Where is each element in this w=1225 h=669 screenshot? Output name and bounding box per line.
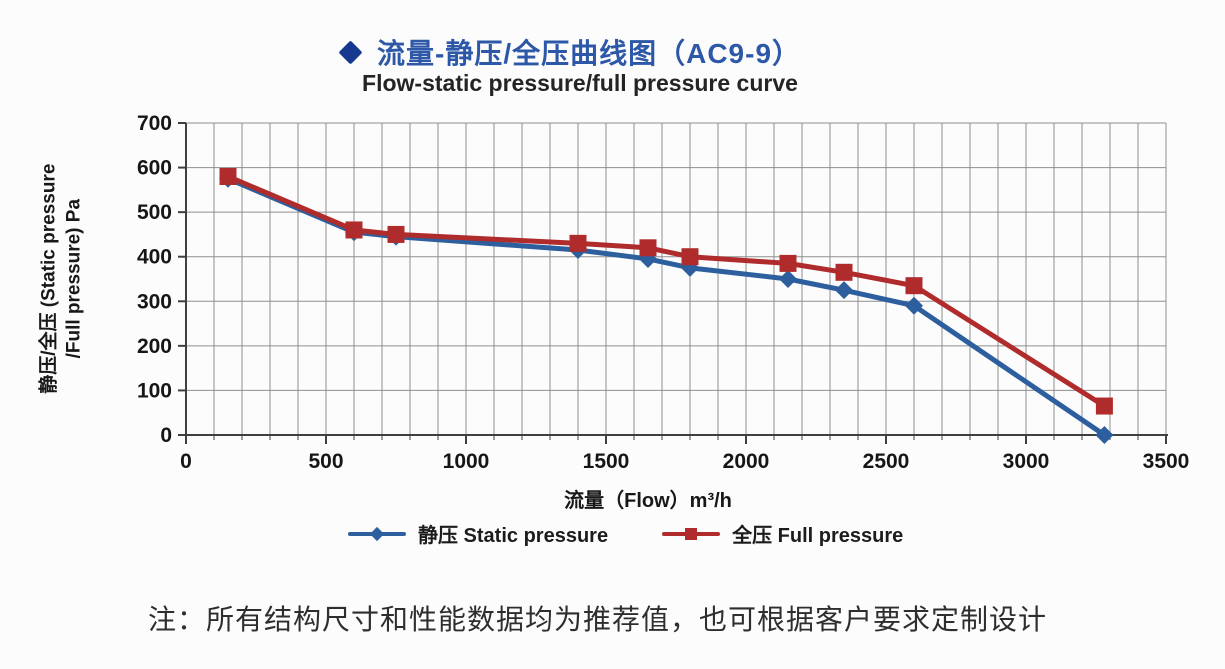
full-pressure-marker (639, 239, 657, 257)
full-pressure-marker (681, 248, 699, 266)
full-pressure-marker (345, 221, 363, 239)
footnote: 注：所有结构尺寸和性能数据均为推荐值，也可根据客户要求定制设计 (148, 604, 1048, 635)
full-pressure-marker (219, 167, 237, 185)
static-pressure-marker (1095, 426, 1114, 444)
x-tick-label: 500 (308, 450, 343, 473)
y-axis-ticks: 0 100 200 300 400 500 600 700 (137, 112, 186, 447)
legend-item-static-pressure: 静压 Static pressure (348, 519, 608, 548)
y-axis-title-line1: 静压/全压 (Static pressure (38, 163, 60, 394)
static-pressure-marker (779, 270, 797, 288)
y-tick-label: 200 (137, 335, 172, 358)
x-axis-ticks: 0 500 1000 1500 2000 2500 3000 3500 (180, 435, 1189, 473)
x-tick-label: 0 (180, 450, 192, 473)
chart-title-en: Flow-static pressure/full pressure curve (362, 70, 798, 96)
y-tick-label: 500 (137, 201, 172, 224)
chart-header: 流量-静压/全压曲线图（AC9-9） (338, 32, 802, 72)
y-tick-label: 300 (137, 290, 172, 313)
static-pressure-marker (639, 249, 657, 268)
static-pressure-legend-marker-icon (348, 525, 406, 543)
flow-pressure-curve-chart: 0 500 1000 1500 2000 2500 3000 3500 0 100 200 300 40… (137, 112, 1189, 473)
full-pressure-marker (905, 277, 923, 295)
full-pressure-legend-marker-icon (662, 525, 721, 543)
static-pressure-line (225, 176, 1107, 438)
y-tick-label: 0 (160, 424, 172, 447)
full-pressure-marker (835, 263, 853, 281)
chart-title-zh: 流量-静压/全压曲线图（AC9-9） (377, 38, 802, 69)
diamond-bullet-icon (338, 39, 363, 65)
x-axis-title: 流量（Flow）m³/h (564, 490, 732, 512)
static-pressure-marker (835, 281, 853, 300)
x-tick-label: 3000 (1003, 450, 1050, 473)
y-axis-title: 静压/全压 (Static pressure /Full pressure) P… (37, 109, 86, 449)
x-tick-label: 2000 (723, 450, 770, 473)
full-pressure-line (225, 173, 1107, 409)
x-tick-label: 2500 (863, 450, 910, 473)
x-tick-label: 3500 (1143, 450, 1190, 473)
y-tick-label: 400 (137, 246, 172, 269)
x-tick-label: 1500 (583, 450, 630, 473)
legend-label-static-pressure: 静压 Static pressure (418, 525, 609, 547)
y-axis-title-line2: /Full pressure) Pa (63, 198, 84, 359)
legend-item-full-pressure: 全压 Full pressure (662, 519, 903, 548)
static-pressure-marker (905, 296, 923, 315)
gridlines (185, 122, 1167, 436)
static-pressure-series (219, 169, 1114, 444)
legend: 静压 Static pressure 全压 Full pressure (348, 519, 903, 548)
full-pressure-marker (779, 254, 797, 272)
y-tick-label: 700 (137, 112, 172, 135)
full-pressure-series (219, 167, 1113, 415)
y-tick-label: 600 (137, 157, 172, 180)
x-tick-label: 1000 (443, 450, 490, 473)
full-pressure-marker (569, 234, 587, 252)
full-pressure-marker (1095, 397, 1113, 415)
y-tick-label: 100 (137, 379, 172, 402)
full-pressure-marker (387, 225, 405, 243)
legend-label-full-pressure: 全压 Full pressure (732, 525, 904, 547)
